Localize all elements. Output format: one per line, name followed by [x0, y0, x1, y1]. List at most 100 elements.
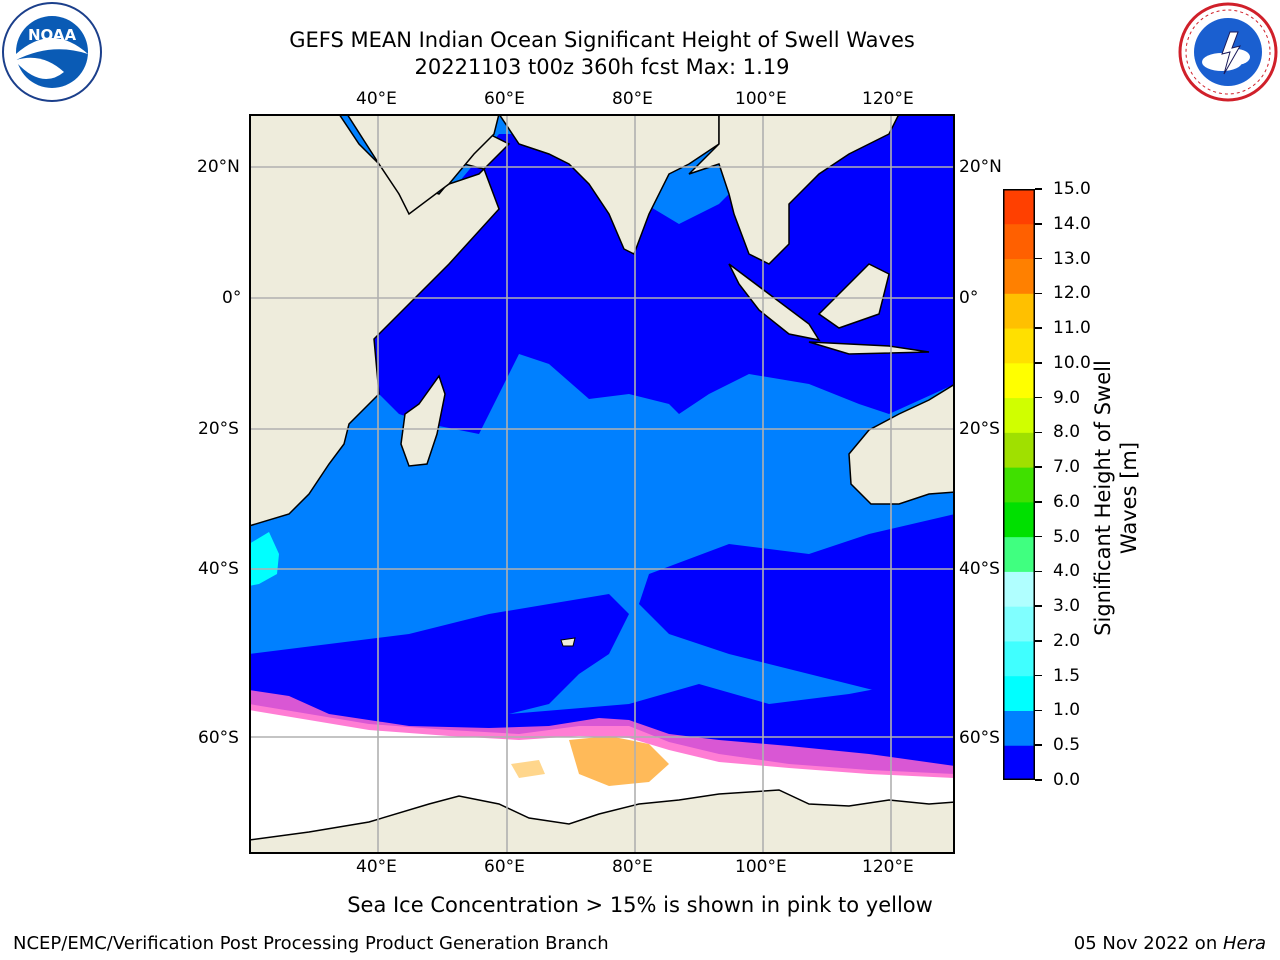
footer-machine: Hera	[1222, 933, 1266, 954]
colorbar-tick-label: 13.0	[1053, 248, 1091, 269]
colorbar-segment	[1003, 328, 1035, 364]
land-india	[498, 115, 720, 256]
colorbar-tick	[1035, 396, 1042, 399]
colorbar-tick-label: 8.0	[1053, 422, 1081, 443]
colorbar-tick-label: 3.0	[1053, 596, 1081, 617]
lon-label-bottom-100e: 100°E	[735, 857, 787, 877]
colorbar-tick-label: 14.0	[1053, 213, 1091, 234]
lat-label-right-0: 0°	[959, 288, 979, 308]
lat-label-right-40s: 40°S	[959, 559, 1000, 579]
colorbar-tick	[1035, 640, 1042, 642]
colorbar-segment	[1003, 258, 1035, 294]
map-frame	[249, 114, 955, 854]
land-madagascar	[400, 374, 446, 467]
colorbar-segment	[1003, 293, 1035, 329]
colorbar-segment	[1003, 745, 1035, 781]
swell-cyan-patch	[250, 532, 279, 586]
land-southeast-asia	[688, 115, 900, 265]
colorbar-tick	[1035, 674, 1042, 677]
colorbar-tick	[1035, 570, 1042, 573]
lat-label-left-60s: 60°S	[198, 728, 239, 748]
colorbar-segment	[1003, 640, 1035, 677]
lon-label-top-40e: 40°E	[356, 89, 397, 109]
colorbar-segment	[1003, 710, 1035, 746]
lon-label-top-80e: 80°E	[612, 89, 653, 109]
lon-label-top-120e: 120°E	[862, 89, 914, 109]
map-panel	[249, 114, 955, 854]
colorbar-tick-label: 12.0	[1053, 283, 1091, 304]
colorbar-segment	[1003, 223, 1035, 260]
sea-ice-caption: Sea Ice Concentration > 15% is shown in …	[347, 893, 933, 917]
colorbar-tick-label: 15.0	[1053, 179, 1091, 199]
sea-ice-orange	[569, 736, 669, 786]
colorbar-tick	[1035, 362, 1042, 364]
colorbar-svg	[1003, 189, 1035, 781]
colorbar-tick	[1035, 327, 1042, 329]
colorbar-tick	[1035, 779, 1042, 781]
colorbar-tick	[1035, 501, 1042, 503]
colorbar-tick	[1035, 188, 1042, 190]
graticule	[250, 115, 954, 853]
chart-title: GEFS MEAN Indian Ocean Significant Heigh…	[289, 28, 915, 52]
lat-label-left-20n: 20°N	[197, 157, 240, 177]
colorbar-tick-label: 2.0	[1053, 630, 1081, 651]
colorbar-segment	[1003, 536, 1035, 572]
colorbar-tick	[1035, 709, 1042, 712]
footer-date-text: 05 Nov 2022 on	[1073, 933, 1223, 954]
colorbar-tick-label: 1.0	[1053, 700, 1081, 721]
lon-label-bottom-80e: 80°E	[612, 857, 653, 877]
land-australia	[848, 383, 954, 505]
colorbar-tick-label: 4.0	[1053, 561, 1081, 582]
colorbar-tick	[1035, 223, 1042, 225]
colorbar-tick	[1035, 431, 1042, 434]
colorbar-tick-label: 5.0	[1053, 526, 1081, 547]
lon-label-top-60e: 60°E	[484, 89, 525, 109]
noaa-logo-text: NOAA	[28, 26, 77, 44]
nws-logo-icon	[1178, 2, 1278, 102]
colorbar-tick-label: 7.0	[1053, 457, 1081, 478]
sea-ice-edge-pink	[250, 690, 954, 778]
map-svg	[249, 114, 955, 854]
colorbar-segment	[1003, 571, 1035, 607]
colorbar-tick-label: 1.5	[1053, 665, 1081, 686]
colorbar-tick	[1035, 292, 1042, 295]
lat-label-left-0: 0°	[222, 288, 242, 308]
colorbar-title: Significant Height of Swell Waves [m]	[1091, 360, 1141, 636]
lon-label-bottom-60e: 60°E	[484, 857, 525, 877]
colorbar-frame	[1003, 189, 1035, 780]
lat-label-right-60s: 60°S	[959, 728, 1000, 748]
colorbar-segment	[1003, 606, 1035, 642]
colorbar-tick	[1035, 466, 1042, 468]
ocean-deep-east	[639, 514, 954, 694]
lat-label-right-20n: 20°N	[959, 157, 1002, 177]
footer-credit: NCEP/EMC/Verification Post Processing Pr…	[13, 933, 609, 954]
land-antarctica	[250, 789, 954, 853]
colorbar-tick-label: 0.5	[1053, 735, 1081, 756]
lon-label-bottom-40e: 40°E	[356, 857, 397, 877]
land-arabia	[346, 115, 500, 216]
chart-subtitle: 20221103 t00z 360h fcst Max: 1.19	[414, 55, 790, 79]
colorbar-tick	[1035, 535, 1042, 538]
colorbar-segment	[1003, 362, 1035, 399]
colorbar-segment	[1003, 501, 1035, 538]
lon-label-top-100e: 100°E	[735, 89, 787, 109]
sea-ice-yellow	[511, 760, 545, 778]
colorbar-segment	[1003, 675, 1035, 711]
ocean-deep-north	[369, 115, 954, 434]
lat-label-left-40s: 40°S	[198, 559, 239, 579]
colorbar-tick-label: 9.0	[1053, 387, 1081, 408]
colorbar-tick	[1035, 605, 1042, 607]
noaa-logo-icon: NOAA	[2, 2, 102, 102]
colorbar-segment	[1003, 189, 1035, 225]
land-indonesia	[728, 263, 930, 355]
colorbar-tick-label: 0.0	[1053, 770, 1081, 790]
lat-label-right-20s: 20°S	[959, 419, 1000, 439]
colorbar-segment	[1003, 432, 1035, 468]
lon-label-bottom-120e: 120°E	[862, 857, 914, 877]
lat-label-left-20s: 20°S	[198, 419, 239, 439]
colorbar-segment	[1003, 467, 1035, 503]
colorbar-segment	[1003, 397, 1035, 433]
footer-date: 05 Nov 2022 on Hera	[1074, 933, 1266, 955]
colorbar	[1003, 189, 1035, 781]
colorbar-tick-label: 11.0	[1053, 318, 1091, 339]
